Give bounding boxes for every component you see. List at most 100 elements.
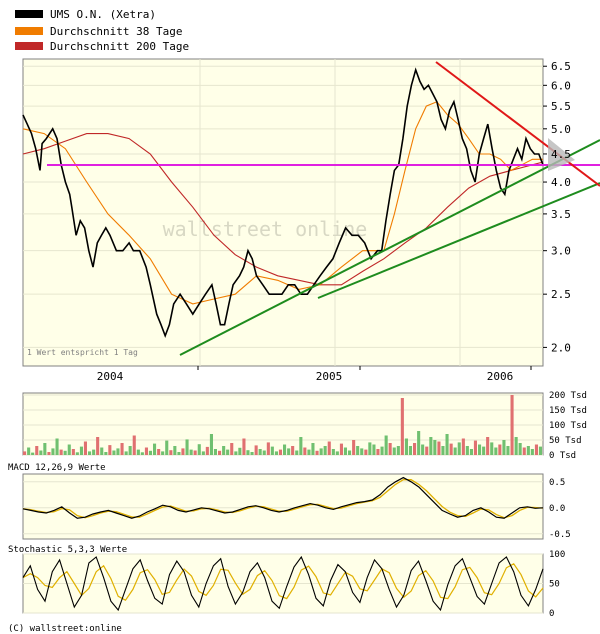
price-y-tick-label: 4.5 (551, 148, 571, 161)
stochastic-y-tick-label: 100 (549, 550, 565, 560)
volume-bar (339, 443, 343, 455)
macd-y-tick-label: 0.5 (549, 478, 565, 488)
price-y-ticks: 6.5 6.0 5.5 5.0 4.5 4.0 3.5 3.0 2.5 2.0 (543, 60, 571, 354)
price-y-tick-label: 2.0 (551, 341, 571, 354)
trend-lines (47, 61, 600, 356)
volume-bar (510, 395, 514, 455)
volume-bar (250, 452, 254, 455)
price-lines (22, 67, 544, 339)
volume-bar (303, 447, 307, 455)
price-x-tick-label: 2004 (97, 370, 124, 383)
footer-copyright: (C) wallstreet:online (8, 624, 122, 634)
legend-label-ma200: Durchschnitt 200 Tage (50, 40, 189, 53)
ma200-line (22, 133, 544, 286)
volume-bar (327, 441, 331, 455)
volume-bar (433, 440, 437, 455)
price-panel: wallstreet online 1 Wert entspricht 1 Ta… (22, 58, 600, 383)
volume-bar (461, 438, 465, 455)
volume-bar (352, 440, 356, 455)
price-y-tick-label: 6.0 (551, 79, 571, 92)
macd-label: MACD 12,26,9 Werte (8, 463, 106, 473)
volume-bar (31, 452, 35, 455)
volume-bar (376, 449, 380, 455)
volume-bar (478, 444, 482, 455)
volume-bar (43, 443, 47, 455)
volume-bar (400, 398, 404, 455)
volume-bar (384, 435, 388, 455)
volume-bar (421, 444, 425, 455)
stochastic-y-ticks: 100 50 0 (549, 550, 565, 619)
volume-bar (486, 437, 490, 455)
price-y-tick-label: 3.5 (551, 208, 571, 221)
volume-bar (136, 449, 140, 455)
volume-bar (457, 442, 461, 455)
volume-bar (522, 447, 526, 455)
volume-bar (23, 451, 27, 455)
volume-bar (425, 446, 429, 455)
volume-bar (71, 449, 75, 455)
volume-bar (335, 451, 339, 455)
legend-swatch-ma38 (15, 27, 43, 35)
volume-bar (96, 437, 100, 455)
volume-bar (100, 447, 104, 455)
price-y-tick-label: 3.0 (551, 245, 571, 258)
volume-bar (209, 434, 213, 455)
volume-bar (88, 451, 92, 455)
volume-bar (449, 443, 453, 455)
macd-y-ticks: 0.5 0.0 -0.5 (549, 478, 571, 540)
volume-bar (222, 446, 226, 455)
legend-swatch-price (15, 10, 43, 18)
volume-bar (59, 449, 63, 455)
volume-bar (331, 449, 335, 455)
volume-bar (27, 447, 31, 455)
volume-bar (161, 451, 165, 455)
volume-bar (153, 443, 157, 455)
volume-bar (307, 449, 311, 455)
volume-bar (181, 448, 185, 455)
volume-bar (75, 452, 79, 455)
volume-bar (197, 444, 201, 455)
volume-y-tick-label: 0 Tsd (549, 451, 576, 461)
legend: UMS O.N. (Xetra) Durchschnitt 38 Tage Du… (15, 8, 189, 53)
volume-bar (185, 439, 189, 455)
volume-bar (465, 446, 469, 455)
volume-panel: 200 Tsd 150 Tsd 100 Tsd 50 Tsd 0 Tsd (22, 391, 587, 461)
price-y-tick-label: 4.0 (551, 176, 571, 189)
volume-bar (319, 448, 323, 455)
stochastic-label: Stochastic 5,3,3 Werte (8, 545, 127, 555)
volume-bar (169, 450, 173, 455)
volume-bar (506, 446, 510, 455)
volume-bar (490, 442, 494, 455)
macd-plot-area (22, 473, 544, 540)
volume-bar (538, 446, 542, 455)
volume-bar (266, 442, 270, 455)
volume-bar (242, 438, 246, 455)
volume-bar (364, 449, 368, 455)
volume-bar (514, 437, 518, 455)
volume-bar (128, 446, 132, 455)
volume-bar (51, 448, 55, 455)
macd-panel: MACD 12,26,9 Werte 0.5 0.0 -0.5 (8, 463, 571, 540)
volume-bar (356, 446, 360, 455)
volume-bar (518, 443, 522, 455)
legend-label-price: UMS O.N. (Xetra) (50, 8, 156, 21)
volume-bar (372, 444, 376, 455)
volume-bar (148, 450, 152, 455)
triangle-pattern-fill (548, 138, 575, 171)
volume-bar (469, 449, 473, 455)
volume-bar (283, 444, 287, 455)
volume-y-tick-label: 100 Tsd (549, 421, 587, 431)
price-y-tick-label: 2.5 (551, 288, 571, 301)
volume-bar (157, 449, 161, 455)
price-y-tick-label: 5.0 (551, 123, 571, 136)
volume-bar (254, 445, 258, 455)
volume-bar (213, 449, 217, 455)
volume-bar (429, 437, 433, 455)
price-line (22, 67, 544, 339)
volume-bar (270, 446, 274, 455)
price-x-tick-label: 2005 (316, 370, 343, 383)
volume-bar (189, 449, 193, 455)
volume-bar (165, 440, 169, 455)
volume-bar (311, 443, 315, 455)
